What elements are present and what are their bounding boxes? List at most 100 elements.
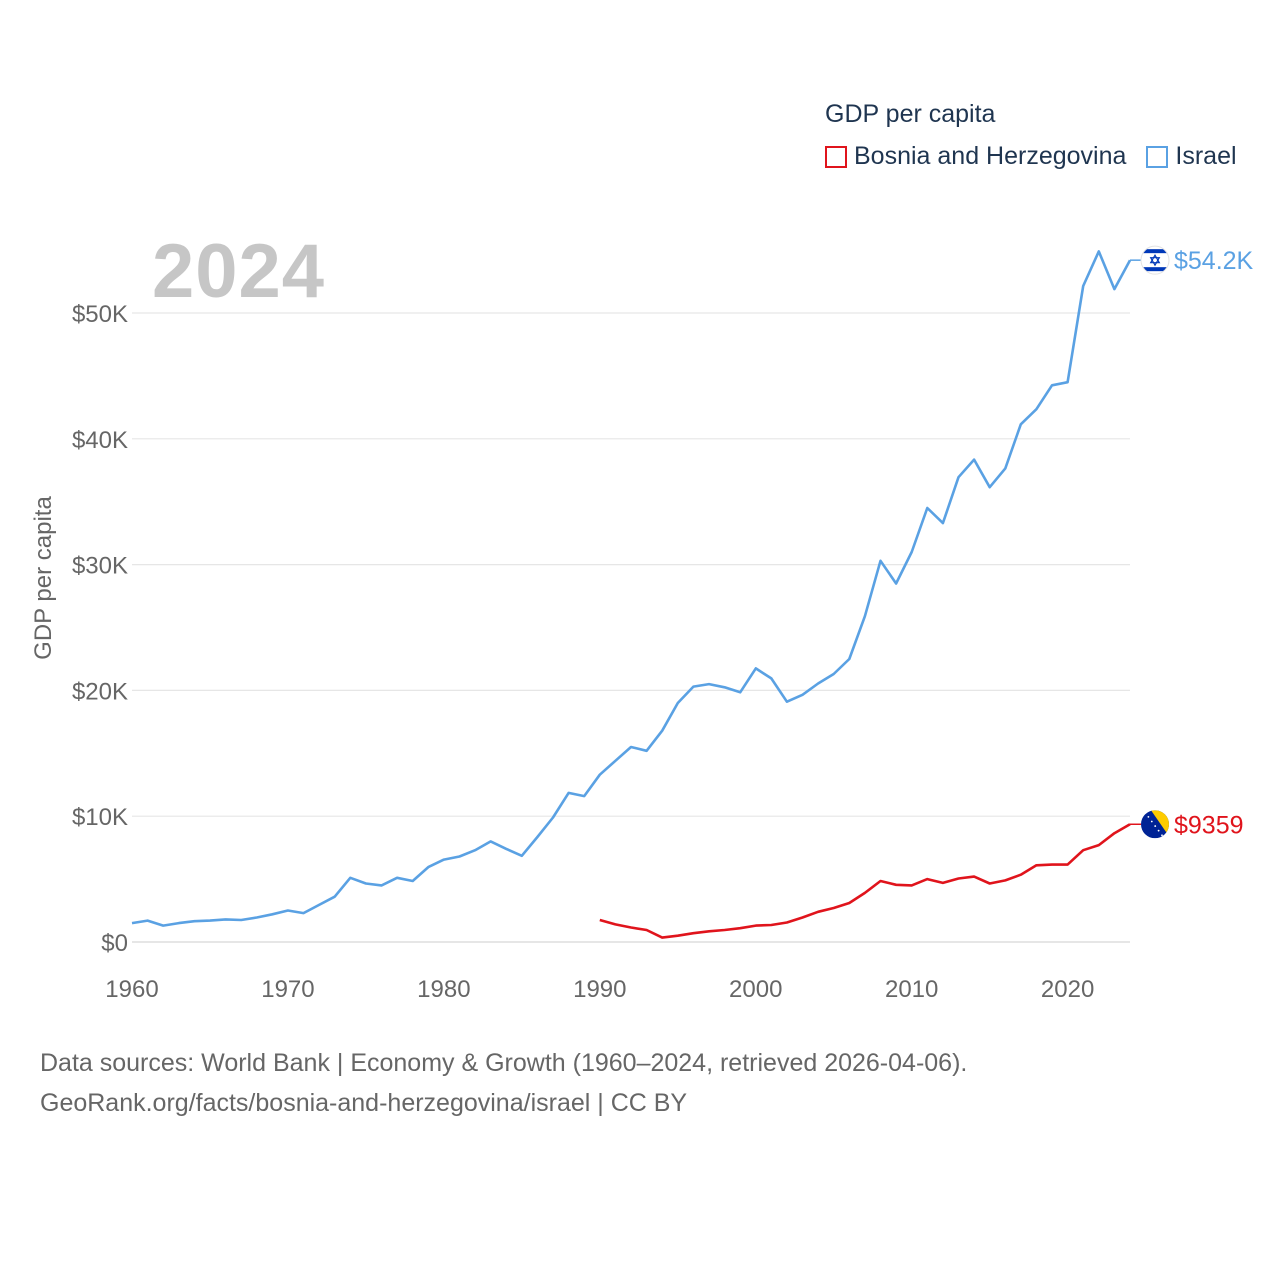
data-point-bosnia[interactable] — [876, 876, 886, 886]
data-point-israel[interactable] — [236, 915, 246, 925]
data-point-israel[interactable] — [1047, 380, 1057, 390]
data-point-israel[interactable] — [1016, 419, 1026, 429]
data-point-israel[interactable] — [782, 697, 792, 707]
data-point-bosnia[interactable] — [938, 878, 948, 888]
data-point-israel[interactable] — [423, 862, 433, 872]
data-point-israel[interactable] — [985, 482, 995, 492]
data-point-israel[interactable] — [158, 921, 168, 931]
data-point-bosnia[interactable] — [782, 918, 792, 928]
data-point-israel[interactable] — [766, 673, 776, 683]
data-point-israel[interactable] — [720, 682, 730, 692]
data-point-israel[interactable] — [564, 788, 574, 798]
data-point-israel[interactable] — [876, 556, 886, 566]
data-point-israel[interactable] — [1094, 246, 1104, 256]
data-point-bosnia[interactable] — [985, 879, 995, 889]
data-point-bosnia[interactable] — [813, 907, 823, 917]
data-point-bosnia[interactable] — [626, 923, 636, 933]
data-point-israel[interactable] — [844, 654, 854, 664]
data-point-israel[interactable] — [330, 892, 340, 902]
data-point-israel[interactable] — [345, 873, 355, 883]
data-point-bosnia[interactable] — [1109, 828, 1119, 838]
data-point-israel[interactable] — [548, 813, 558, 823]
data-point-israel[interactable] — [642, 746, 652, 756]
data-point-israel[interactable] — [860, 611, 870, 621]
data-point-israel[interactable] — [221, 914, 231, 924]
data-point-israel[interactable] — [205, 916, 215, 926]
data-point-israel[interactable] — [626, 742, 636, 752]
data-point-bosnia[interactable] — [1031, 860, 1041, 870]
data-point-israel[interactable] — [891, 579, 901, 589]
data-point-israel[interactable] — [361, 879, 371, 889]
data-point-israel[interactable] — [439, 855, 449, 865]
data-point-israel[interactable] — [704, 679, 714, 689]
data-point-israel[interactable] — [143, 916, 153, 926]
data-point-bosnia[interactable] — [844, 898, 854, 908]
data-point-israel[interactable] — [1000, 463, 1010, 473]
data-point-israel[interactable] — [829, 669, 839, 679]
data-point-israel[interactable] — [922, 503, 932, 513]
data-point-israel[interactable] — [688, 682, 698, 692]
footer-link[interactable]: GeoRank.org/facts/bosnia-and-herzegovina… — [40, 1089, 688, 1117]
data-point-bosnia[interactable] — [829, 903, 839, 913]
data-point-israel[interactable] — [610, 756, 620, 766]
data-point-israel[interactable] — [127, 918, 137, 928]
data-point-bosnia[interactable] — [860, 888, 870, 898]
data-point-israel[interactable] — [907, 547, 917, 557]
data-point-bosnia[interactable] — [595, 915, 605, 925]
data-point-bosnia[interactable] — [720, 925, 730, 935]
data-point-bosnia[interactable] — [1016, 870, 1026, 880]
data-point-israel[interactable] — [751, 663, 761, 673]
data-point-israel[interactable] — [486, 836, 496, 846]
data-point-bosnia[interactable] — [922, 874, 932, 884]
data-point-israel[interactable] — [579, 791, 589, 801]
data-point-israel[interactable] — [1078, 281, 1088, 291]
data-point-bosnia[interactable] — [688, 928, 698, 938]
data-point-bosnia[interactable] — [1078, 845, 1088, 855]
data-point-bosnia[interactable] — [954, 874, 964, 884]
data-point-israel[interactable] — [501, 844, 511, 854]
data-point-israel[interactable] — [673, 698, 683, 708]
data-point-bosnia[interactable] — [704, 926, 714, 936]
data-point-israel[interactable] — [969, 455, 979, 465]
data-point-israel[interactable] — [455, 852, 465, 862]
data-point-bosnia[interactable] — [1000, 875, 1010, 885]
data-point-israel[interactable] — [813, 679, 823, 689]
data-point-israel[interactable] — [1063, 377, 1073, 387]
data-point-bosnia[interactable] — [610, 919, 620, 929]
data-point-bosnia[interactable] — [642, 925, 652, 935]
data-point-israel[interactable] — [657, 726, 667, 736]
data-point-israel[interactable] — [283, 906, 293, 916]
data-point-israel[interactable] — [408, 876, 418, 886]
data-point-bosnia[interactable] — [735, 923, 745, 933]
legend-item-bosnia[interactable]: Bosnia and Herzegovina — [825, 142, 1126, 171]
data-point-israel[interactable] — [189, 916, 199, 926]
data-point-bosnia[interactable] — [969, 872, 979, 882]
data-point-israel[interactable] — [377, 880, 387, 890]
data-point-bosnia[interactable] — [798, 913, 808, 923]
data-point-bosnia[interactable] — [1094, 840, 1104, 850]
data-point-bosnia[interactable] — [673, 931, 683, 941]
data-point-israel[interactable] — [392, 873, 402, 883]
data-point-israel[interactable] — [1031, 404, 1041, 414]
data-point-bosnia[interactable] — [891, 880, 901, 890]
data-point-israel[interactable] — [798, 690, 808, 700]
data-point-israel[interactable] — [735, 687, 745, 697]
data-point-israel[interactable] — [470, 845, 480, 855]
data-point-bosnia[interactable] — [751, 921, 761, 931]
data-point-israel[interactable] — [938, 518, 948, 528]
data-point-israel[interactable] — [532, 832, 542, 842]
data-point-israel[interactable] — [1109, 284, 1119, 294]
data-point-bosnia[interactable] — [1047, 860, 1057, 870]
data-point-bosnia[interactable] — [766, 920, 776, 930]
data-point-israel[interactable] — [174, 918, 184, 928]
data-point-israel[interactable] — [314, 900, 324, 910]
data-point-israel[interactable] — [252, 913, 262, 923]
data-point-israel[interactable] — [954, 472, 964, 482]
legend-item-israel[interactable]: Israel — [1146, 142, 1237, 171]
data-point-bosnia[interactable] — [1063, 860, 1073, 870]
data-point-israel[interactable] — [517, 851, 527, 861]
data-point-israel[interactable] — [267, 909, 277, 919]
data-point-bosnia[interactable] — [907, 880, 917, 890]
data-point-israel[interactable] — [299, 908, 309, 918]
data-point-bosnia[interactable] — [657, 933, 667, 943]
